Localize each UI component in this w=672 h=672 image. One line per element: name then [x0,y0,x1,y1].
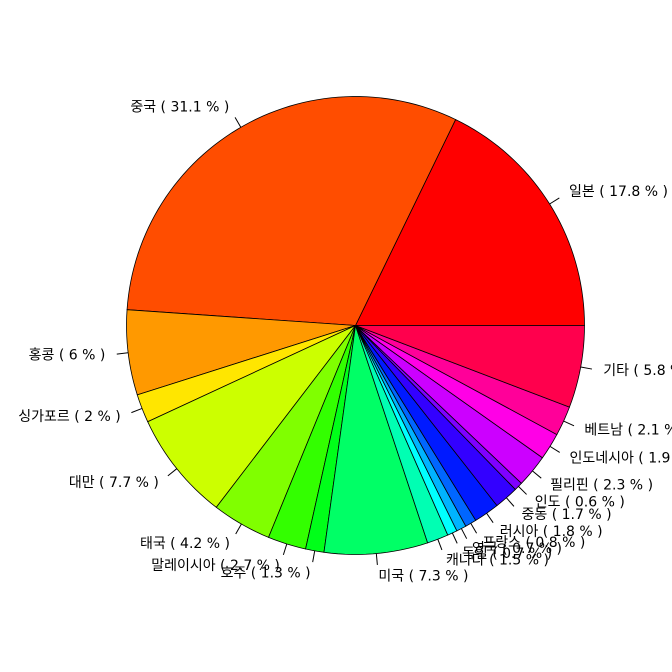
leader-line [532,470,542,479]
slice-label: 싱가포르 ( 2 % ) [18,409,120,425]
slice-label: 인도네시아 ( 1.9 % ) [569,450,672,466]
slice-label: 태국 ( 4.2 % ) [140,536,230,552]
leader-line [235,523,242,535]
slice-label: 캐나다 ( 1.5 % ) [446,553,549,569]
leader-line [451,532,458,544]
leader-line [375,553,378,565]
slice-label: 대만 ( 7.7 % ) [69,475,159,491]
leader-line [282,543,288,556]
leader-line [549,197,560,205]
leader-line [486,512,494,523]
slice-label: 미국 ( 7.3 % ) [378,568,468,584]
pie-slice [323,325,429,555]
slice-label: 베트남 ( 2.1 % ) [584,423,672,439]
pie-slice [355,325,544,484]
slice-labels: 일본 ( 17.8 % ) 중국 ( 31.1 % ) 홍콩 ( 6 % ) 싱가포르… [18,99,672,584]
slice-label: 영국 ( 0.7 % ) [472,541,562,557]
leader-line [116,352,129,355]
pie-slice [126,309,356,396]
slice-label: 호주 ( 1.3 % ) [221,565,311,581]
pie-slice [355,325,570,436]
pie-slice [136,325,356,423]
slice-label: 중국 ( 31.1 % ) [130,99,229,115]
slice-label: 기타 ( 5.8 % ) [603,363,672,379]
leader-line [518,486,527,495]
leader-line [234,117,242,128]
leader-line [470,523,478,534]
pie-slice [126,96,457,326]
slice-label: 홍콩 ( 6 % ) [29,348,106,364]
leader-line [460,528,468,539]
leader-line [312,550,316,563]
slice-label: 독일 ( 0.7 % ) [462,546,552,562]
leader-line [167,468,178,477]
leader-line [437,539,443,551]
slice-label: 필리핀 ( 2.3 % ) [550,477,653,493]
slice-label: 말레이시아 ( 2.7 % ) [151,558,280,574]
leader-line [549,445,560,453]
pie-slice [215,325,356,538]
slice-label: 러시아 ( 1.8 % ) [500,524,603,540]
leader-line [580,366,593,370]
label-leader-lines [116,117,593,565]
slice-label: 인도 ( 0.6 % ) [535,495,625,511]
slice-label: 일본 ( 17.8 % ) [569,184,668,200]
pie-slices [126,96,585,555]
slice-label: 중동 ( 1.7 % ) [521,507,611,523]
leader-line [131,407,143,414]
leader-line [563,420,575,427]
slice-label: 프랑스 ( 0.8 % ) [482,535,585,551]
leader-line [506,497,515,507]
